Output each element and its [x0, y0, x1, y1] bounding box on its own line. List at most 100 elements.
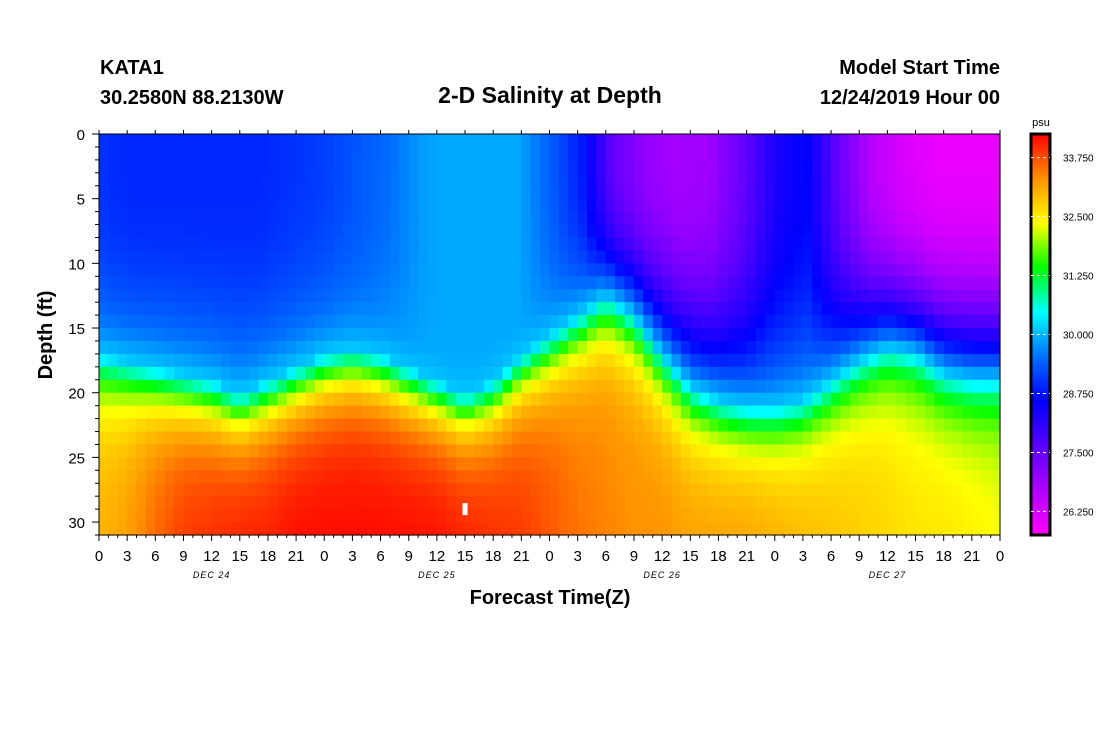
heatmap-cell [352, 522, 363, 536]
heatmap-cell [164, 509, 175, 523]
heatmap-cell [746, 276, 757, 290]
colorbar-segment [1031, 529, 1050, 534]
heatmap-cell [427, 496, 438, 510]
heatmap-cell [117, 250, 128, 264]
heatmap-cell [436, 353, 447, 368]
heatmap-cell [990, 276, 1001, 290]
heatmap-cell [493, 211, 504, 226]
heatmap-cell [221, 418, 231, 433]
heatmap-cell [915, 146, 926, 161]
heatmap-cell [765, 185, 776, 200]
heatmap-cell [868, 250, 879, 264]
heatmap-cell [380, 457, 391, 471]
heatmap-cell [483, 146, 494, 161]
heatmap-cell [962, 172, 973, 187]
heatmap-cell [221, 185, 231, 200]
heatmap-cell [924, 134, 935, 148]
heatmap-cell [737, 457, 748, 471]
heatmap-cell [343, 418, 354, 433]
heatmap-cell [145, 470, 156, 484]
heatmap-cell [615, 328, 626, 342]
heatmap-cell [690, 237, 701, 252]
heatmap-cell [286, 496, 297, 510]
heatmap-cell [258, 405, 269, 420]
heatmap-cell [361, 444, 372, 458]
heatmap-cell [483, 263, 494, 277]
heatmap-cell [868, 379, 879, 394]
heatmap-cell [953, 392, 964, 407]
heatmap-cell [249, 237, 260, 252]
heatmap-cell [831, 134, 842, 148]
heatmap-cell [633, 302, 644, 316]
heatmap-cell [643, 276, 654, 290]
heatmap-cell [427, 509, 438, 523]
heatmap-cell [249, 379, 260, 394]
heatmap-cell [183, 172, 194, 187]
heatmap-cell [699, 340, 710, 355]
heatmap-cell [737, 509, 748, 523]
heatmap-cell [408, 418, 419, 433]
heatmap-cell [446, 509, 457, 523]
heatmap-cell [221, 340, 231, 355]
heatmap-cell [821, 237, 832, 252]
heatmap-cell [718, 159, 729, 174]
heatmap-cell [953, 340, 964, 355]
heatmap-cell [502, 237, 513, 252]
colorbar-segment [1031, 229, 1050, 233]
heatmap-cell [530, 405, 541, 420]
heatmap-cell [399, 522, 410, 536]
heatmap-cell [192, 289, 203, 303]
heatmap-cell [962, 146, 973, 161]
heatmap-cell [99, 379, 109, 394]
heatmap-cell [230, 457, 241, 471]
heatmap-cell [727, 431, 738, 446]
heatmap-cell [211, 328, 222, 342]
heatmap-cell [145, 328, 156, 342]
heatmap-cell [784, 431, 795, 446]
heatmap-cell [408, 185, 419, 200]
heatmap-cell [690, 470, 701, 484]
heatmap-cell [324, 522, 335, 536]
heatmap-cell [924, 392, 935, 407]
heatmap-cell [587, 328, 598, 342]
heatmap-cell [286, 522, 297, 536]
heatmap-cell [821, 315, 832, 329]
heatmap-cell [765, 418, 776, 433]
heatmap-cell [155, 470, 166, 484]
heatmap-cell [568, 444, 579, 458]
heatmap-cell [615, 470, 626, 484]
heatmap-cell [690, 263, 701, 277]
heatmap-cell [812, 379, 823, 394]
heatmap-cell [877, 483, 888, 497]
heatmap-cell [568, 366, 579, 381]
heatmap-cell [136, 366, 147, 381]
heatmap-cell [906, 483, 917, 497]
heatmap-cell [145, 276, 156, 290]
heatmap-cell [267, 276, 278, 290]
heatmap-cell [859, 379, 870, 394]
heatmap-cell [446, 302, 457, 316]
heatmap-cell [587, 366, 598, 381]
heatmap-cell [474, 444, 485, 458]
heatmap-cell [568, 379, 579, 394]
heatmap-cell [896, 353, 907, 368]
heatmap-cell [465, 198, 476, 213]
heatmap-cell [793, 185, 804, 200]
heatmap-cell [962, 237, 973, 252]
heatmap-cell [99, 211, 109, 226]
heatmap-cell [605, 224, 616, 239]
heatmap-cell [117, 483, 128, 497]
heatmap-cell [990, 237, 1001, 252]
heatmap-cell [906, 405, 917, 420]
heatmap-cell [183, 159, 194, 174]
heatmap-cell [408, 211, 419, 226]
heatmap-cell [577, 340, 588, 355]
heatmap-cell [174, 302, 185, 316]
heatmap-cell [455, 418, 466, 433]
heatmap-cell [305, 172, 316, 187]
heatmap-cell [239, 185, 250, 200]
heatmap-cell [164, 470, 175, 484]
heatmap-cell [145, 353, 156, 368]
heatmap-cell [577, 522, 588, 536]
heatmap-cell [211, 224, 222, 239]
